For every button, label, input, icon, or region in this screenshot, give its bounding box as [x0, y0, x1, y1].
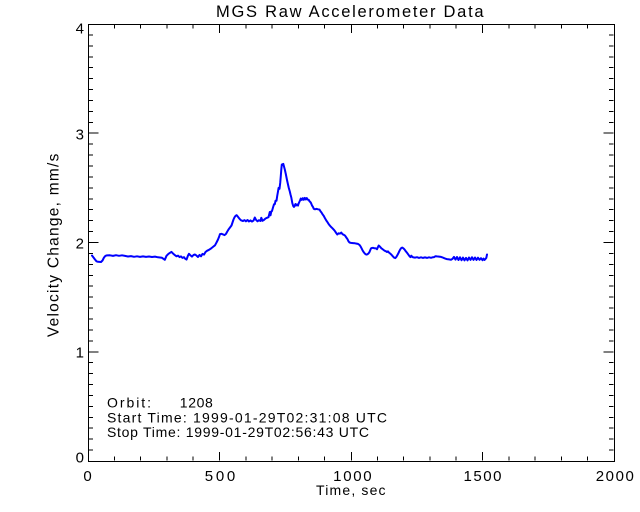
svg-text:MGS Raw Accelerometer Data: MGS Raw Accelerometer Data: [216, 3, 484, 21]
svg-text:1208: 1208: [180, 394, 213, 410]
svg-text:4: 4: [76, 21, 84, 38]
svg-text:Stop Time: 1999-01-29T02:56:43: Stop Time: 1999-01-29T02:56:43 UTC: [107, 424, 369, 440]
svg-text:3: 3: [76, 127, 84, 144]
svg-text:2: 2: [76, 236, 84, 253]
svg-text:1: 1: [76, 345, 84, 362]
svg-text:Orbit:: Orbit:: [107, 394, 151, 410]
svg-text:Velocity Change, mm/s: Velocity Change, mm/s: [46, 153, 63, 337]
svg-text:Start Time: 1999-01-29T02:31:0: Start Time: 1999-01-29T02:31:08 UTC: [107, 409, 387, 425]
svg-text:Time, sec: Time, sec: [316, 482, 386, 498]
svg-text:0: 0: [83, 468, 91, 485]
svg-text:1500: 1500: [464, 468, 502, 485]
svg-text:2000: 2000: [596, 468, 634, 485]
svg-text:500: 500: [205, 468, 236, 485]
svg-text:0: 0: [76, 449, 84, 466]
